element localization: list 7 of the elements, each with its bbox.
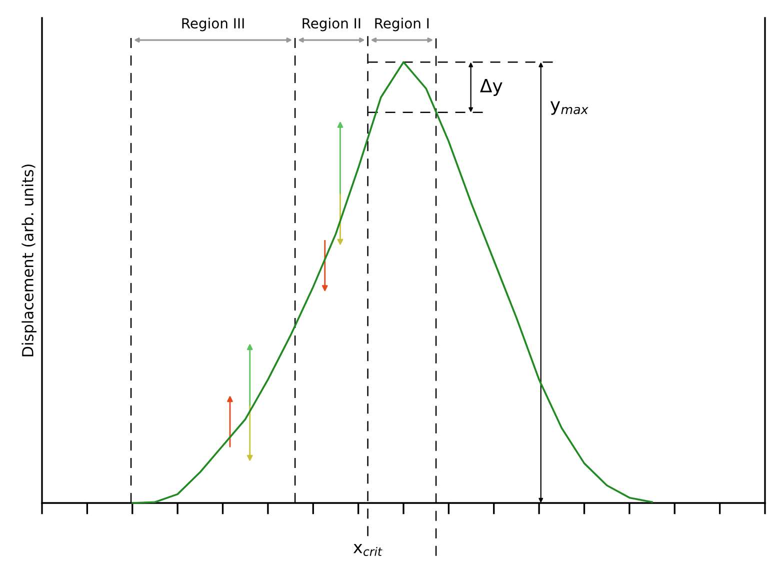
annotation: y$_{max}$ <box>550 101 588 115</box>
text: x$_{crit}$ <box>353 544 382 556</box>
text: Region I <box>375 18 429 32</box>
text: Region III <box>182 18 244 32</box>
annotation: Δy <box>480 79 502 96</box>
text: Region II <box>302 18 360 32</box>
y-axis-title: Displacement (arb. units) <box>22 164 36 356</box>
